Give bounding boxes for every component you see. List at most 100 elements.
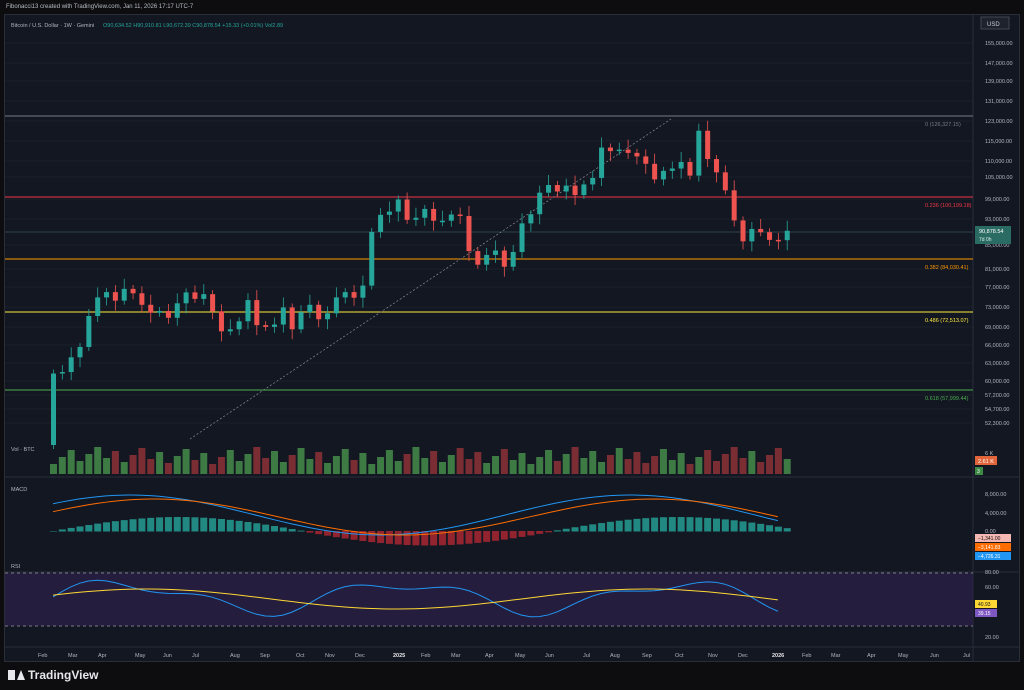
volume-bar	[492, 456, 499, 474]
macd-histogram-bar	[686, 517, 694, 532]
macd-tick-label: 4,000.00	[985, 511, 1006, 517]
candle-body	[174, 303, 180, 318]
candle-body	[678, 162, 684, 169]
volume-bar	[695, 457, 703, 474]
price-tick-label: 105,000.00	[985, 175, 1013, 181]
macd-histogram-bar	[766, 525, 774, 532]
price-tick-label: 54,700.00	[985, 407, 1009, 413]
volume-bar	[394, 461, 402, 474]
candle-body	[298, 312, 304, 330]
candle-body	[660, 170, 666, 180]
volume-bar	[642, 463, 650, 474]
time-tick-label: May	[898, 653, 909, 659]
macd-line	[52, 494, 778, 536]
rsi-tick-label: 80.00	[985, 570, 999, 576]
volume-bar	[67, 450, 75, 474]
legend-symbol: Bitcoin / U.S. Dollar · 1W · Gemini	[11, 23, 94, 29]
candle-body	[95, 297, 101, 316]
volume-bar	[324, 463, 332, 474]
time-tick-label: Apr	[98, 653, 107, 659]
macd-histogram-bar	[226, 519, 234, 532]
time-tick-label: Jun	[163, 653, 172, 659]
macd-histogram-bar	[598, 523, 606, 532]
candle-body	[590, 177, 596, 185]
volume-bar	[403, 454, 411, 474]
macd-line-badge	[975, 552, 1011, 560]
macd-histogram-bar	[173, 517, 181, 532]
currency-label: USD	[987, 22, 1000, 28]
macd-histogram-bar	[730, 520, 738, 532]
current-price-badge	[975, 226, 1011, 244]
fib-label-0: 0 (126,327.15)	[925, 122, 961, 128]
volume-bar	[147, 459, 155, 474]
chart-panel[interactable]: USD Bitcoin / U.S. Dollar · 1W · Gemini O9…	[4, 14, 1020, 662]
chart-canvas[interactable]: USD Bitcoin / U.S. Dollar · 1W · Gemini O9…	[5, 15, 1019, 661]
candle-body	[263, 325, 269, 327]
price-tick-label: 57,200.00	[985, 393, 1009, 399]
volume-bar	[686, 464, 694, 474]
candle-body	[554, 185, 560, 192]
macd-histogram-bar	[279, 527, 287, 532]
candle-body	[634, 152, 640, 157]
volume-bar	[606, 455, 614, 474]
candle-body	[316, 304, 322, 320]
volume-bar	[129, 455, 137, 474]
candle-body	[413, 217, 419, 220]
volume-bar	[553, 461, 561, 474]
macd-label: MACD	[11, 487, 27, 493]
volume-bar	[226, 450, 234, 474]
candle-body	[148, 304, 154, 313]
candle-body	[51, 373, 56, 445]
rsi-line	[52, 579, 779, 618]
macd-histogram-bar	[262, 524, 270, 532]
macd-histogram-bar	[103, 522, 111, 532]
price-tick-label: 93,000.00	[985, 217, 1009, 223]
rsi-tick-label: 60.00	[985, 585, 999, 591]
volume-bar	[545, 450, 553, 474]
macd-histogram-bar	[306, 531, 314, 533]
tradingview-logo-icon	[8, 670, 25, 680]
volume-bar	[580, 458, 588, 474]
macd-histogram-bar	[642, 518, 650, 532]
macd-histogram-bar	[562, 528, 570, 532]
macd-histogram-bar	[271, 526, 278, 532]
volume-bar	[235, 461, 243, 474]
candle-body	[439, 220, 445, 223]
price-tick-label: 52,300.00	[985, 421, 1009, 427]
rsi-tick-label: 20.00	[985, 635, 999, 641]
candle-body	[378, 214, 384, 232]
price-tick-label: 155,000.00	[985, 41, 1013, 47]
time-tick-label: Oct	[675, 653, 684, 659]
macd-histogram-bar	[624, 519, 632, 532]
macd-histogram-bar	[536, 531, 544, 534]
macd-histogram-bar	[253, 523, 261, 532]
candle-body	[351, 292, 357, 298]
volume-bar	[120, 462, 128, 474]
volume-bar	[739, 458, 747, 474]
macd-histogram-bar	[235, 520, 243, 532]
volume-bar	[253, 447, 261, 474]
macd-histogram-bar	[589, 524, 597, 532]
price-tick-label: 139,000.00	[985, 79, 1013, 85]
volume-bar	[306, 459, 314, 474]
volume-bar	[262, 458, 270, 474]
candle-body	[183, 292, 189, 304]
volume-bar	[757, 462, 765, 474]
macd-histogram-bar	[129, 519, 137, 532]
candle-body	[404, 199, 410, 220]
macd-histogram-bar	[677, 517, 685, 532]
macd-histogram-bar	[111, 521, 119, 532]
rsi-ma-label: 40.93	[978, 602, 991, 608]
macd-histogram-bar	[474, 531, 482, 543]
volume-current-label: 2.61 K	[978, 459, 994, 465]
volume-bar	[483, 463, 491, 474]
candle-body	[740, 220, 746, 242]
volume-bar	[518, 453, 526, 474]
time-tick-label: Mar	[831, 653, 841, 659]
macd-histogram-bar	[191, 517, 199, 532]
candle-body	[767, 232, 773, 240]
macd-histogram-bar	[332, 531, 340, 538]
volume-bar	[774, 448, 782, 474]
tradingview-logo[interactable]: TradingView	[8, 668, 98, 682]
time-tick-label: Jun	[545, 653, 554, 659]
